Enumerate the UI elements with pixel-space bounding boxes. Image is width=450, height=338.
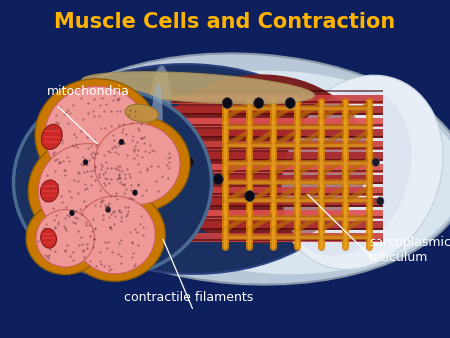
Ellipse shape	[95, 71, 450, 274]
Ellipse shape	[74, 196, 155, 274]
FancyBboxPatch shape	[148, 187, 382, 196]
Ellipse shape	[277, 75, 443, 269]
Ellipse shape	[79, 155, 92, 169]
Ellipse shape	[36, 210, 94, 267]
Ellipse shape	[254, 98, 264, 108]
FancyBboxPatch shape	[148, 147, 382, 149]
FancyBboxPatch shape	[42, 185, 57, 187]
Ellipse shape	[184, 157, 194, 168]
FancyBboxPatch shape	[148, 101, 382, 103]
Text: Muscle Cells and Contraction: Muscle Cells and Contraction	[54, 12, 396, 32]
FancyBboxPatch shape	[148, 175, 382, 184]
Ellipse shape	[85, 116, 190, 212]
FancyBboxPatch shape	[148, 233, 382, 242]
Ellipse shape	[40, 180, 58, 202]
FancyBboxPatch shape	[148, 141, 382, 150]
Ellipse shape	[35, 79, 158, 192]
FancyBboxPatch shape	[44, 130, 60, 132]
Ellipse shape	[115, 135, 128, 149]
Ellipse shape	[281, 89, 412, 256]
Ellipse shape	[64, 189, 165, 281]
Ellipse shape	[40, 228, 57, 248]
FancyBboxPatch shape	[148, 216, 382, 218]
FancyBboxPatch shape	[42, 233, 55, 235]
FancyBboxPatch shape	[148, 205, 382, 207]
FancyBboxPatch shape	[148, 152, 382, 161]
Ellipse shape	[65, 206, 79, 220]
FancyBboxPatch shape	[148, 170, 382, 172]
Ellipse shape	[38, 144, 137, 238]
FancyBboxPatch shape	[148, 239, 382, 241]
FancyBboxPatch shape	[148, 90, 382, 92]
FancyBboxPatch shape	[148, 136, 382, 138]
Text: contractile filaments: contractile filaments	[124, 291, 254, 304]
FancyBboxPatch shape	[42, 195, 57, 196]
FancyBboxPatch shape	[148, 182, 382, 184]
Ellipse shape	[132, 190, 138, 196]
Ellipse shape	[285, 98, 295, 108]
Ellipse shape	[28, 136, 147, 246]
FancyBboxPatch shape	[148, 106, 382, 115]
Ellipse shape	[105, 207, 111, 213]
Ellipse shape	[94, 123, 180, 204]
FancyBboxPatch shape	[42, 190, 57, 192]
Ellipse shape	[101, 203, 115, 216]
FancyBboxPatch shape	[148, 124, 382, 126]
FancyBboxPatch shape	[148, 129, 382, 138]
Text: mitochondria: mitochondria	[47, 85, 130, 98]
Ellipse shape	[22, 64, 356, 274]
Ellipse shape	[119, 139, 124, 145]
FancyBboxPatch shape	[44, 136, 60, 138]
Ellipse shape	[83, 159, 88, 165]
FancyBboxPatch shape	[44, 141, 60, 143]
Ellipse shape	[372, 158, 379, 166]
Ellipse shape	[377, 197, 384, 205]
Ellipse shape	[128, 186, 142, 199]
FancyBboxPatch shape	[148, 228, 382, 230]
Ellipse shape	[69, 210, 75, 216]
Ellipse shape	[27, 53, 450, 285]
Ellipse shape	[153, 74, 369, 243]
FancyBboxPatch shape	[148, 118, 382, 127]
FancyBboxPatch shape	[42, 237, 55, 239]
Ellipse shape	[144, 66, 171, 248]
FancyBboxPatch shape	[148, 113, 382, 115]
FancyBboxPatch shape	[148, 221, 382, 230]
Ellipse shape	[41, 124, 62, 149]
FancyBboxPatch shape	[148, 159, 382, 161]
Ellipse shape	[14, 90, 211, 275]
Ellipse shape	[125, 104, 158, 122]
FancyBboxPatch shape	[148, 198, 382, 207]
FancyBboxPatch shape	[148, 95, 382, 104]
Ellipse shape	[222, 98, 232, 108]
Ellipse shape	[45, 86, 148, 184]
Ellipse shape	[26, 202, 104, 274]
Ellipse shape	[245, 191, 255, 201]
FancyBboxPatch shape	[42, 242, 55, 243]
FancyBboxPatch shape	[148, 164, 382, 173]
FancyBboxPatch shape	[148, 210, 382, 219]
Ellipse shape	[81, 72, 315, 104]
Text: sarcoplasmic
reticulum: sarcoplasmic reticulum	[369, 236, 450, 264]
Ellipse shape	[148, 83, 163, 218]
Ellipse shape	[213, 174, 223, 185]
FancyBboxPatch shape	[148, 193, 382, 195]
